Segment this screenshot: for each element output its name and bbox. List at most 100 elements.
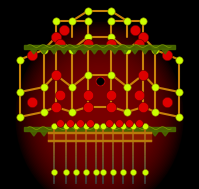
Polygon shape <box>71 49 78 54</box>
Point <box>64 124 67 127</box>
Point <box>74 124 77 127</box>
Point <box>110 105 113 108</box>
Ellipse shape <box>45 55 154 178</box>
Point <box>74 170 77 173</box>
Point <box>154 48 157 51</box>
Point <box>110 20 113 23</box>
Point <box>154 110 157 113</box>
Polygon shape <box>151 49 159 54</box>
Ellipse shape <box>63 76 136 158</box>
Point <box>98 79 101 82</box>
Ellipse shape <box>17 24 182 189</box>
Ellipse shape <box>69 82 130 152</box>
Ellipse shape <box>56 68 143 166</box>
Point <box>54 36 57 39</box>
Ellipse shape <box>59 71 140 163</box>
Ellipse shape <box>77 91 122 142</box>
Point <box>126 110 129 113</box>
Point <box>128 122 131 125</box>
Polygon shape <box>91 131 98 136</box>
Ellipse shape <box>64 77 135 156</box>
Ellipse shape <box>34 43 165 189</box>
Ellipse shape <box>84 99 115 134</box>
Polygon shape <box>111 131 118 136</box>
Ellipse shape <box>44 54 155 180</box>
Point <box>110 42 113 45</box>
Polygon shape <box>121 49 128 54</box>
Point <box>54 73 57 76</box>
Ellipse shape <box>94 110 105 123</box>
Point <box>64 170 67 173</box>
Point <box>142 36 145 39</box>
Ellipse shape <box>21 29 178 189</box>
Point <box>166 100 169 103</box>
Point <box>134 28 137 31</box>
Ellipse shape <box>38 47 161 186</box>
Point <box>18 91 21 94</box>
Ellipse shape <box>31 40 168 189</box>
Point <box>70 86 73 89</box>
Ellipse shape <box>58 70 141 164</box>
Point <box>142 20 145 23</box>
Point <box>122 170 125 173</box>
Ellipse shape <box>85 101 114 133</box>
Polygon shape <box>40 131 48 136</box>
Ellipse shape <box>98 115 101 119</box>
Polygon shape <box>151 131 159 136</box>
Polygon shape <box>30 131 37 136</box>
Point <box>86 93 89 96</box>
Point <box>84 124 87 127</box>
Ellipse shape <box>92 109 107 125</box>
Ellipse shape <box>66 79 133 155</box>
Ellipse shape <box>55 66 144 167</box>
Point <box>30 53 33 56</box>
Polygon shape <box>162 49 169 54</box>
Point <box>88 122 91 125</box>
Ellipse shape <box>46 57 153 177</box>
Point <box>112 170 115 173</box>
Ellipse shape <box>27 35 172 189</box>
Point <box>94 124 97 127</box>
Point <box>166 53 169 56</box>
Ellipse shape <box>90 106 109 128</box>
Polygon shape <box>111 49 118 54</box>
Ellipse shape <box>71 85 128 149</box>
Ellipse shape <box>60 73 139 161</box>
Polygon shape <box>60 49 68 54</box>
Point <box>70 20 73 23</box>
Polygon shape <box>71 131 78 136</box>
Ellipse shape <box>95 112 104 122</box>
Ellipse shape <box>67 81 132 153</box>
Ellipse shape <box>26 33 173 189</box>
Point <box>42 86 45 89</box>
Polygon shape <box>51 49 58 54</box>
Polygon shape <box>51 131 58 136</box>
Ellipse shape <box>20 27 179 189</box>
Point <box>178 115 181 118</box>
Ellipse shape <box>81 96 118 138</box>
Polygon shape <box>131 131 139 136</box>
Bar <box>24 45 175 49</box>
Point <box>138 122 141 125</box>
Ellipse shape <box>88 104 111 130</box>
Ellipse shape <box>97 113 102 120</box>
Ellipse shape <box>78 93 121 141</box>
Point <box>118 122 121 125</box>
Point <box>108 122 111 125</box>
Point <box>86 20 89 23</box>
Ellipse shape <box>42 52 157 182</box>
Ellipse shape <box>30 38 169 189</box>
Ellipse shape <box>51 62 148 172</box>
Point <box>54 20 57 23</box>
Point <box>54 105 57 108</box>
Polygon shape <box>81 49 88 54</box>
Point <box>126 48 129 51</box>
Polygon shape <box>91 49 98 54</box>
Ellipse shape <box>33 41 166 189</box>
Point <box>110 73 113 76</box>
Polygon shape <box>121 131 128 136</box>
Polygon shape <box>60 131 68 136</box>
Polygon shape <box>101 49 108 54</box>
Point <box>86 105 89 108</box>
Point <box>144 124 147 127</box>
